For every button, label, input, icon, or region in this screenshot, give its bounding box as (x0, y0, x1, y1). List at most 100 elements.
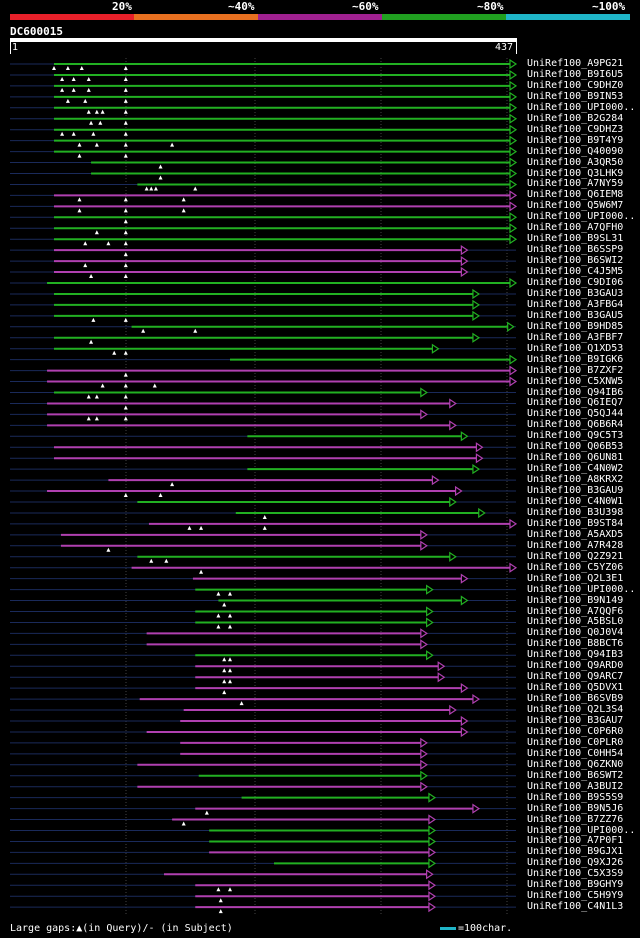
hit-label[interactable]: UniRef100_B9N149 (527, 594, 624, 606)
hit-label[interactable]: UniRef100_A5BSL0 (527, 616, 624, 628)
hit-label[interactable]: UniRef100_C5YZ06 (527, 561, 624, 573)
hit-label[interactable]: UniRef100_A5AXD5 (527, 528, 624, 540)
hit-label[interactable]: UniRef100_B9GHY9 (527, 879, 624, 891)
hit-label[interactable]: UniRef100_C9DHZ0 (527, 79, 624, 91)
hit-label[interactable]: UniRef100_A7QQF6 (527, 605, 624, 617)
hit-arrowhead (437, 672, 446, 683)
hit-label[interactable]: UniRef100_B8BCT6 (527, 638, 624, 650)
query-gap-marker (181, 208, 186, 213)
hit-label[interactable]: UniRef100_Q2L3S4 (527, 704, 624, 716)
hit-label[interactable]: UniRef100_A7R428 (527, 539, 624, 551)
hit-label[interactable]: UniRef100_A3BUI2 (527, 780, 624, 792)
query-gap-marker (123, 317, 128, 322)
hit-label[interactable]: UniRef100_C5XNW5 (527, 375, 624, 387)
hit-label[interactable]: UniRef100_Q9XJ26 (527, 857, 624, 869)
hit-label[interactable]: UniRef100_C4J5M5 (527, 266, 624, 278)
hit-label[interactable]: UniRef100_B9IGK6 (527, 353, 624, 365)
hit-arrowhead (509, 157, 518, 168)
query-gap-marker (204, 810, 209, 815)
hit-label[interactable]: UniRef100_B3GAU9 (527, 485, 624, 497)
hit-label[interactable]: UniRef100_UPI000.. (527, 211, 636, 223)
hit-label[interactable]: UniRef100_UPI000.. (527, 101, 636, 113)
hit-label[interactable]: UniRef100_B7ZXF2 (527, 364, 624, 376)
hit-label[interactable]: UniRef100_C0HH54 (527, 747, 624, 759)
hit-label[interactable]: UniRef100_B3GAU7 (527, 715, 624, 726)
hit-arrowhead (428, 891, 437, 902)
hit-label[interactable]: UniRef100_Q5QJ44 (527, 408, 624, 420)
hit-label[interactable]: UniRef100_Q40090 (527, 145, 624, 157)
hit-label[interactable]: UniRef100_B9S5S9 (527, 791, 624, 803)
hit-label[interactable]: UniRef100_Q1XD53 (527, 342, 624, 354)
hit-label[interactable]: UniRef100_Q2L3E1 (527, 572, 624, 584)
hit-label[interactable]: UniRef100_B6SVB9 (527, 693, 624, 705)
hit-label[interactable]: UniRef100_Q06B53 (527, 441, 624, 453)
hit-label[interactable]: UniRef100_B9ST84 (527, 517, 624, 529)
hit-label[interactable]: UniRef100_A3FBG4 (527, 298, 624, 310)
hit-label[interactable]: UniRef100_Q6ZKN0 (527, 758, 624, 770)
hit-label[interactable]: UniRef100_Q2Z921 (527, 550, 624, 562)
hit-label[interactable]: UniRef100_C4N1L3 (527, 901, 624, 913)
hit-label[interactable]: UniRef100_B6SSP9 (527, 244, 624, 256)
hit-label[interactable]: UniRef100_Q6UN81 (527, 452, 624, 464)
hit-label[interactable]: UniRef100_Q9ARD0 (527, 660, 624, 672)
query-gap-marker (222, 690, 227, 695)
hit-label[interactable]: UniRef100_Q6IEM8 (527, 189, 624, 201)
hit-label[interactable]: UniRef100_Q5W6M7 (527, 200, 624, 212)
hit-label[interactable]: UniRef100_B3U398 (527, 506, 624, 518)
hit-label[interactable]: UniRef100_Q94IB6 (527, 386, 624, 398)
hit-label[interactable]: UniRef100_A9PG21 (527, 58, 624, 69)
hit-label[interactable]: UniRef100_UPI000.. (527, 824, 636, 836)
hit-label[interactable]: UniRef100_C9DI06 (527, 277, 624, 288)
hit-arrowhead (509, 376, 518, 387)
hit-label[interactable]: UniRef100_B9I6U5 (527, 68, 624, 80)
query-gap-marker (123, 493, 128, 498)
hit-label[interactable]: UniRef100_UPI000.. (527, 583, 636, 595)
hit-label[interactable]: UniRef100_B7ZZ76 (527, 813, 624, 825)
hit-label[interactable]: UniRef100_A3FBF7 (527, 331, 624, 343)
hit-arrowhead (426, 869, 434, 880)
hit-label[interactable]: UniRef100_B9HD85 (527, 320, 624, 332)
hit-label[interactable]: UniRef100_Q3LHK9 (527, 167, 624, 179)
hit-label[interactable]: UniRef100_B3GAU5 (527, 309, 624, 321)
hit-label[interactable]: UniRef100_A7QFH0 (527, 222, 624, 234)
hit-label[interactable]: UniRef100_Q6IEQ7 (527, 397, 624, 409)
scale-segment (134, 14, 258, 20)
hit-arrowhead (420, 409, 428, 420)
hit-label[interactable]: UniRef100_A8KRX2 (527, 474, 624, 486)
query-gap-marker (187, 525, 192, 530)
query-gap-marker (123, 197, 128, 202)
hit-label[interactable]: UniRef100_C0PLR0 (527, 736, 624, 748)
hit-arrowhead (449, 551, 457, 562)
hit-label[interactable]: UniRef100_C0P6R0 (527, 725, 624, 737)
hit-label[interactable]: UniRef100_C5H9Y9 (527, 890, 624, 902)
hit-label[interactable]: UniRef100_A7NY59 (527, 178, 624, 190)
hit-label[interactable]: UniRef100_B9IN53 (527, 90, 624, 102)
hit-label[interactable]: UniRef100_C9DHZ3 (527, 123, 624, 135)
hit-label[interactable]: UniRef100_B3GAU3 (527, 287, 624, 299)
hit-label[interactable]: UniRef100_Q5DVX1 (527, 682, 624, 694)
hit-label[interactable]: UniRef100_A3QR50 (527, 156, 624, 168)
hit-label[interactable]: UniRef100_Q6B6R4 (527, 419, 624, 431)
hit-label[interactable]: UniRef100_Q0J0V4 (527, 627, 624, 639)
hit-label[interactable]: UniRef100_B9GJX1 (527, 846, 624, 858)
hit-arrowhead (509, 277, 518, 289)
hit-label[interactable]: UniRef100_C4N0W1 (527, 496, 624, 507)
hit-arrowhead (426, 584, 434, 595)
hit-label[interactable]: UniRef100_Q9C5T3 (527, 430, 624, 442)
hit-label[interactable]: UniRef100_C5X3S9 (527, 868, 624, 880)
hit-label[interactable]: UniRef100_A7P0F1 (527, 835, 624, 847)
hit-label[interactable]: UniRef100_Q9ARC7 (527, 671, 624, 683)
query-gap-marker (123, 142, 128, 147)
query-gap-marker (222, 657, 227, 662)
hit-label[interactable]: UniRef100_B9N5J6 (527, 802, 624, 814)
query-gap-marker (60, 87, 65, 92)
hit-label[interactable]: UniRef100_B9T4Y9 (527, 134, 624, 146)
hit-label[interactable]: UniRef100_Q94IB3 (527, 649, 624, 661)
query-gap-marker (158, 175, 163, 180)
hit-label[interactable]: UniRef100_B2G284 (527, 112, 624, 124)
hit-label[interactable]: UniRef100_C4N0W2 (527, 463, 624, 475)
hit-arrowhead (460, 573, 469, 584)
hit-label[interactable]: UniRef100_B6SWI2 (527, 255, 624, 267)
hit-label[interactable]: UniRef100_B9SL31 (527, 233, 624, 245)
hit-label[interactable]: UniRef100_B6SWT2 (527, 769, 624, 781)
